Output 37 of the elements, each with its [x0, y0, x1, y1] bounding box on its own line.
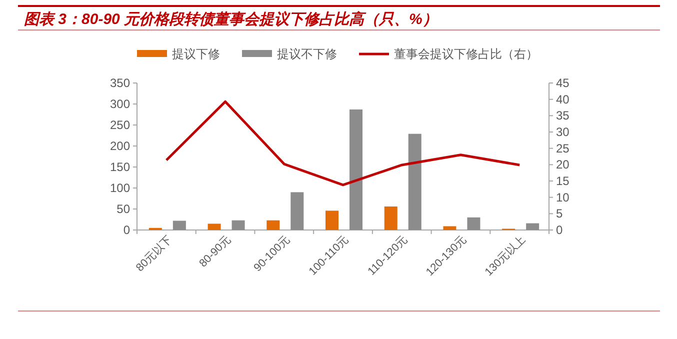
bar	[266, 220, 280, 230]
bar	[526, 223, 540, 230]
y2-tick-label: 15	[556, 174, 570, 188]
y2-tick-label: 30	[556, 125, 570, 139]
y2-tick-label: 25	[556, 141, 570, 156]
y-tick-label: 350	[110, 76, 130, 90]
legend-label: 提议不下修	[277, 47, 337, 61]
line-series	[165, 100, 521, 186]
y-tick-label: 0	[123, 223, 130, 237]
bar	[326, 210, 338, 230]
legend-label: 提议下修	[172, 47, 220, 61]
y-tick-label: 300	[110, 97, 130, 111]
chart-title: 图表 3：80-90 元价格段转债董事会提议下修占比高（只、%）	[24, 10, 438, 28]
x-tick-label: 80元以下	[133, 232, 175, 274]
y2-tick-label: 35	[556, 108, 570, 123]
bar	[290, 192, 304, 230]
bar	[443, 226, 456, 230]
y2-tick-label: 0	[556, 223, 563, 237]
bar	[208, 224, 221, 230]
y2-tick-label: 10	[556, 190, 570, 204]
bar	[172, 220, 186, 230]
legend-label: 董事会提议下修占比（右）	[394, 47, 538, 61]
y-tick-label: 200	[110, 139, 130, 153]
bar	[408, 134, 422, 230]
bar	[467, 217, 480, 230]
bar	[232, 220, 245, 230]
y2-tick-label: 5	[556, 206, 563, 221]
y-tick-label: 100	[110, 181, 130, 195]
y2-tick-label: 45	[556, 76, 570, 90]
bar	[384, 206, 398, 230]
bar	[350, 109, 362, 230]
y2-tick-label: 20	[556, 158, 570, 172]
y2-tick-label: 40	[556, 92, 570, 106]
x-tick-label: 130元以上	[482, 232, 528, 278]
y-tick-label: 50	[116, 202, 130, 216]
y-tick-label: 150	[110, 160, 130, 174]
y-tick-label: 250	[110, 118, 130, 132]
